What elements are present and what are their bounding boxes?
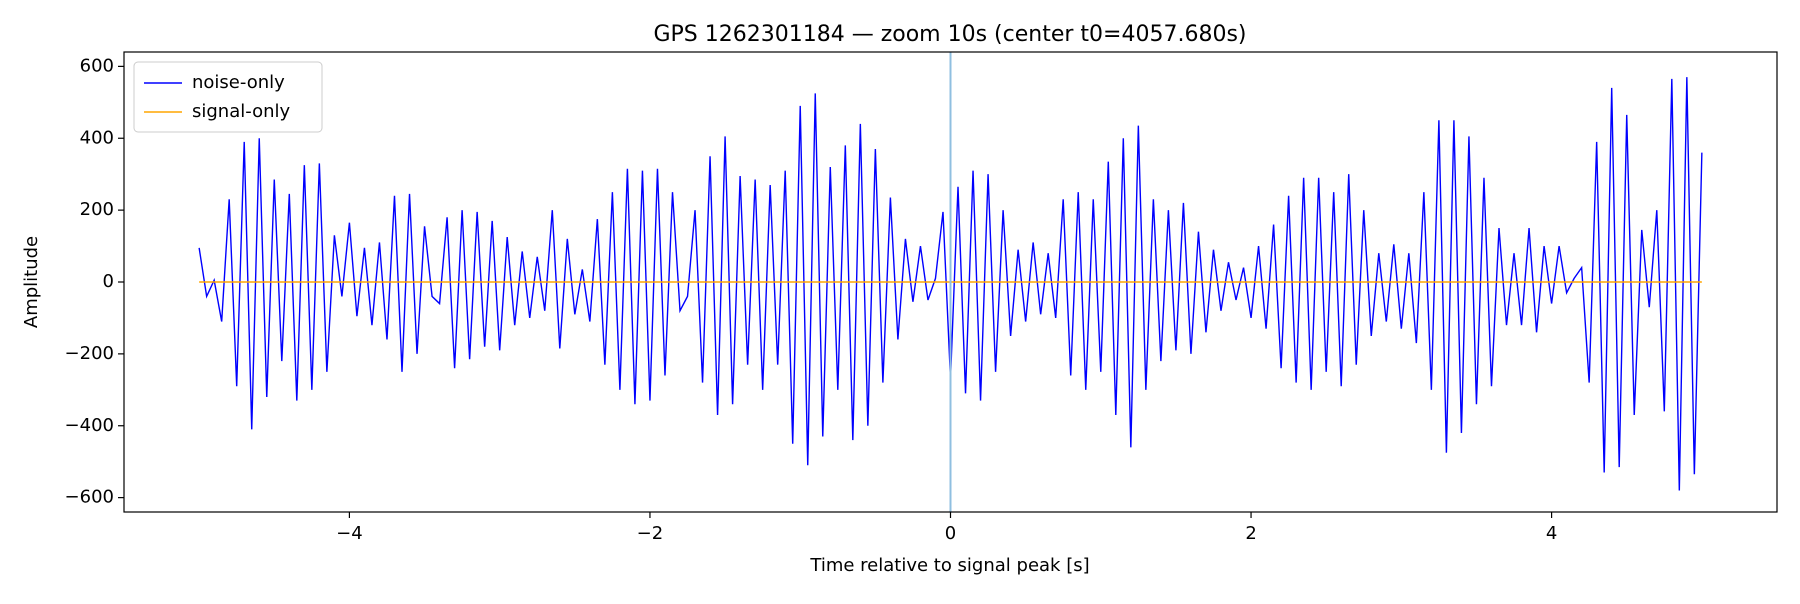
x-tick-label: 4 bbox=[1546, 523, 1557, 544]
y-tick-label: −400 bbox=[65, 415, 114, 436]
x-tick-label: 0 bbox=[945, 523, 956, 544]
y-tick-label: 200 bbox=[80, 199, 114, 220]
x-axis-label: Time relative to signal peak [s] bbox=[809, 555, 1089, 576]
plot-frame bbox=[123, 51, 1778, 513]
y-tick-label: 0 bbox=[103, 271, 114, 292]
y-tick-label: −200 bbox=[65, 343, 114, 364]
x-tick-label: −4 bbox=[336, 523, 363, 544]
legend-label: noise-only bbox=[192, 72, 285, 93]
legend-box bbox=[133, 61, 323, 133]
chart-title: GPS 1262301184 — zoom 10s (center t0=405… bbox=[653, 22, 1246, 47]
y-axis-label: Amplitude bbox=[21, 236, 42, 328]
y-tick-label: 600 bbox=[80, 55, 114, 76]
x-tick-label: 2 bbox=[1245, 523, 1256, 544]
y-tick-label: −600 bbox=[65, 487, 114, 508]
y-tick-label: 400 bbox=[80, 127, 114, 148]
legend-label: signal-only bbox=[192, 101, 290, 122]
x-tick-label: −2 bbox=[637, 523, 664, 544]
